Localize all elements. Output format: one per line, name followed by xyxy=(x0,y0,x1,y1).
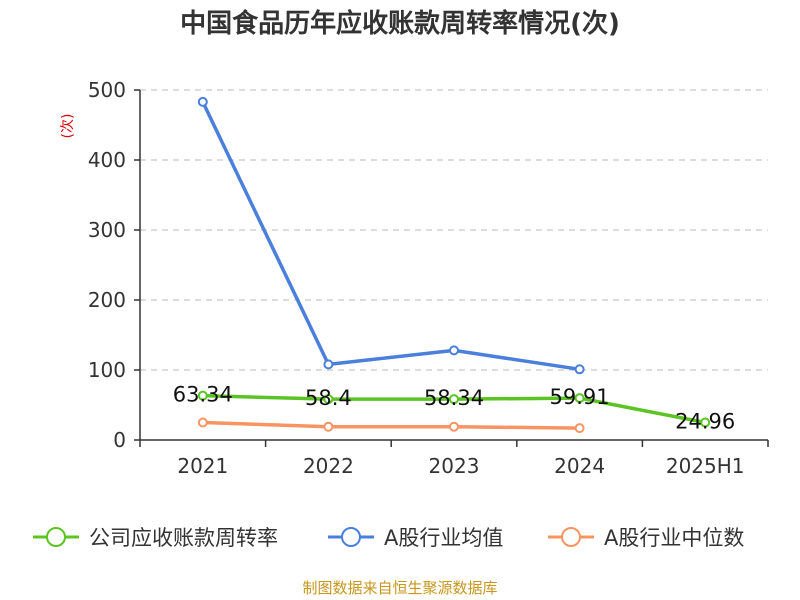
data-label: 63.34 xyxy=(173,383,233,407)
y-tick-label: 100 xyxy=(88,358,126,382)
x-tick-label: 2024 xyxy=(554,454,605,478)
x-tick-label: 2021 xyxy=(177,454,228,478)
legend-item-0[interactable]: 公司应收账款周转率 xyxy=(33,526,278,550)
data-label: 59.91 xyxy=(550,385,610,409)
data-point[interactable] xyxy=(449,421,459,432)
data-point[interactable] xyxy=(449,345,459,356)
legend-item-1[interactable]: A股行业均值 xyxy=(328,526,503,550)
source-note: 制图数据来自恒生聚源数据库 xyxy=(302,579,497,597)
data-point[interactable] xyxy=(197,417,208,428)
data-point[interactable] xyxy=(197,390,208,401)
series-layer xyxy=(197,96,711,434)
data-point[interactable] xyxy=(197,96,208,107)
legend-swatch-marker xyxy=(341,527,361,547)
y-tick-label: 400 xyxy=(88,148,126,172)
x-tick-label: 2022 xyxy=(303,454,354,478)
data-labels: 63.34 58.4 58.34 59.91 24.96 xyxy=(173,383,736,434)
data-point[interactable] xyxy=(574,393,585,404)
chart-title: 中国食品历年应收账款周转率情况(次) xyxy=(180,8,620,39)
y-axis-unit-label: (次) xyxy=(60,114,76,139)
series-2 xyxy=(197,417,585,434)
data-point[interactable] xyxy=(449,394,459,405)
y-tick-label: 200 xyxy=(88,288,126,312)
data-point[interactable] xyxy=(574,364,585,375)
legend-label: 公司应收账款周转率 xyxy=(89,526,278,550)
data-point[interactable] xyxy=(323,421,334,432)
x-tick-label: 2025H1 xyxy=(666,454,745,478)
data-label: 24.96 xyxy=(675,410,735,434)
data-point[interactable] xyxy=(700,417,711,428)
series-0 xyxy=(197,390,711,428)
legend: 公司应收账款周转率 A股行业均值 A股行业中位数 xyxy=(33,526,744,550)
series-line xyxy=(201,101,580,372)
legend-swatch-marker xyxy=(46,527,66,547)
y-tick-label: 300 xyxy=(88,218,126,242)
data-point[interactable] xyxy=(323,394,334,405)
data-point[interactable] xyxy=(323,359,334,370)
axes: 0 100 200 300 400 500 2021 2022 2023 2024 2025H1 xyxy=(88,78,769,478)
y-tick-label: 0 xyxy=(113,428,126,452)
data-label: 58.34 xyxy=(424,386,484,410)
y-tick-label: 500 xyxy=(88,78,126,102)
series-line xyxy=(202,420,580,430)
x-tick-label: 2023 xyxy=(429,454,480,478)
gridlines xyxy=(140,89,768,371)
data-point[interactable] xyxy=(574,423,585,434)
legend-item-2[interactable]: A股行业中位数 xyxy=(548,526,744,550)
legend-label: A股行业中位数 xyxy=(604,526,744,550)
data-label: 58.4 xyxy=(305,386,352,410)
series-1 xyxy=(197,96,585,375)
legend-swatch-marker xyxy=(561,527,581,547)
legend-label: A股行业均值 xyxy=(384,526,503,550)
